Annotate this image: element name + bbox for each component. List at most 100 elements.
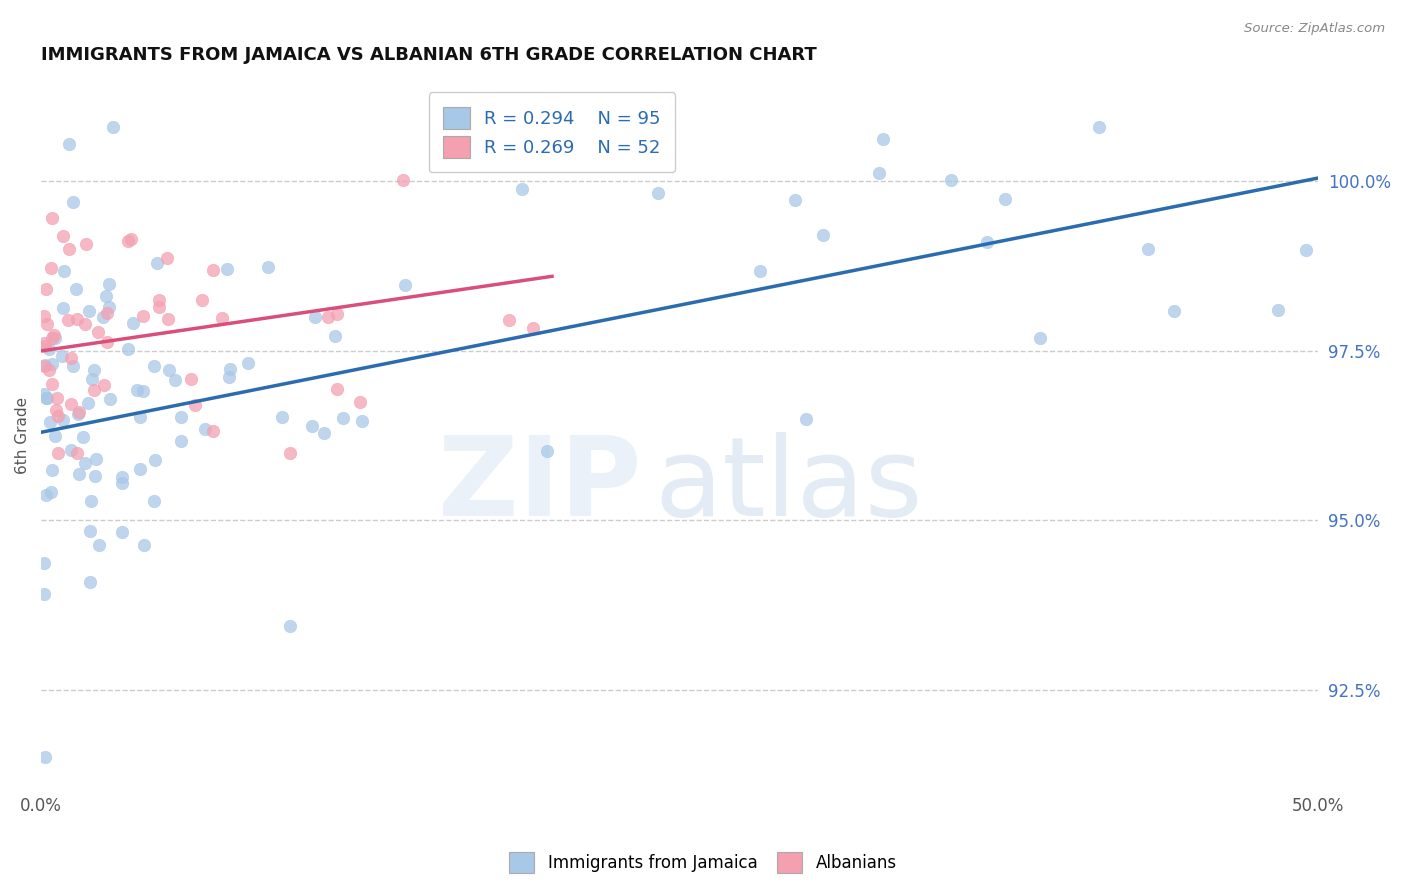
Point <box>77 396 100 410</box>
Point <box>201 424 224 438</box>
Point <box>122 316 145 330</box>
Point <box>34 556 56 570</box>
Point <box>218 362 240 376</box>
Point <box>794 411 817 425</box>
Legend: R = 0.294    N = 95, R = 0.269    N = 52: R = 0.294 N = 95, R = 0.269 N = 52 <box>429 92 675 172</box>
Point <box>783 193 806 207</box>
Point <box>83 469 105 483</box>
Point <box>82 372 104 386</box>
Point <box>326 382 349 396</box>
Point <box>66 445 89 459</box>
Point <box>1295 243 1317 257</box>
Point <box>34 488 56 502</box>
Point <box>111 475 134 490</box>
Point <box>326 307 349 321</box>
Point <box>1136 243 1159 257</box>
Text: Source: ZipAtlas.com: Source: ZipAtlas.com <box>1244 22 1385 36</box>
Point <box>59 351 82 365</box>
Point <box>202 262 225 277</box>
Point <box>41 376 63 391</box>
Point <box>41 357 63 371</box>
Point <box>125 383 148 397</box>
Point <box>96 306 118 320</box>
Point <box>117 342 139 356</box>
Point <box>32 587 55 601</box>
Point <box>236 356 259 370</box>
Point <box>32 335 55 350</box>
Point <box>278 619 301 633</box>
Point <box>1087 120 1109 135</box>
Point <box>66 408 89 422</box>
Point <box>312 425 335 440</box>
Point <box>66 311 89 326</box>
Point <box>39 415 62 429</box>
Point <box>647 186 669 201</box>
Legend: Immigrants from Jamaica, Albanians: Immigrants from Jamaica, Albanians <box>502 846 904 880</box>
Point <box>79 575 101 590</box>
Point <box>143 453 166 467</box>
Point <box>34 339 56 353</box>
Point <box>143 359 166 373</box>
Point <box>129 461 152 475</box>
Point <box>211 311 233 326</box>
Point <box>96 335 118 350</box>
Point <box>148 293 170 308</box>
Point <box>304 310 326 324</box>
Point <box>132 310 155 324</box>
Point <box>132 538 155 552</box>
Point <box>993 192 1015 206</box>
Point <box>52 229 75 244</box>
Point <box>98 277 121 291</box>
Point <box>98 392 121 406</box>
Point <box>278 445 301 459</box>
Point <box>44 331 66 345</box>
Point <box>157 311 180 326</box>
Point <box>157 363 180 377</box>
Point <box>146 256 169 270</box>
Point <box>749 264 772 278</box>
Point <box>46 409 69 423</box>
Point <box>170 434 193 448</box>
Point <box>35 281 58 295</box>
Point <box>91 310 114 324</box>
Point <box>41 331 63 345</box>
Point <box>34 358 56 372</box>
Point <box>46 445 69 459</box>
Point <box>44 429 66 443</box>
Point <box>165 373 187 387</box>
Point <box>67 405 90 419</box>
Point <box>332 411 354 425</box>
Point <box>510 181 533 195</box>
Point <box>32 387 55 401</box>
Point <box>132 384 155 398</box>
Point <box>111 525 134 540</box>
Point <box>45 403 67 417</box>
Point <box>394 277 416 292</box>
Point <box>217 262 239 277</box>
Point <box>87 325 110 339</box>
Point <box>38 363 60 377</box>
Point <box>872 131 894 145</box>
Point <box>44 327 66 342</box>
Point <box>58 136 80 151</box>
Point <box>75 456 97 470</box>
Point <box>111 469 134 483</box>
Point <box>41 211 63 225</box>
Point <box>75 237 97 252</box>
Point <box>142 493 165 508</box>
Point <box>62 359 84 373</box>
Point <box>58 242 80 256</box>
Point <box>32 309 55 323</box>
Text: ZIP: ZIP <box>439 432 641 539</box>
Text: IMMIGRANTS FROM JAMAICA VS ALBANIAN 6TH GRADE CORRELATION CHART: IMMIGRANTS FROM JAMAICA VS ALBANIAN 6TH … <box>41 46 817 64</box>
Point <box>256 260 278 274</box>
Point <box>868 166 890 180</box>
Point <box>522 320 544 334</box>
Point <box>1029 331 1052 345</box>
Point <box>52 413 75 427</box>
Point <box>58 313 80 327</box>
Point <box>498 313 520 327</box>
Point <box>38 342 60 356</box>
Point <box>94 289 117 303</box>
Point <box>41 463 63 477</box>
